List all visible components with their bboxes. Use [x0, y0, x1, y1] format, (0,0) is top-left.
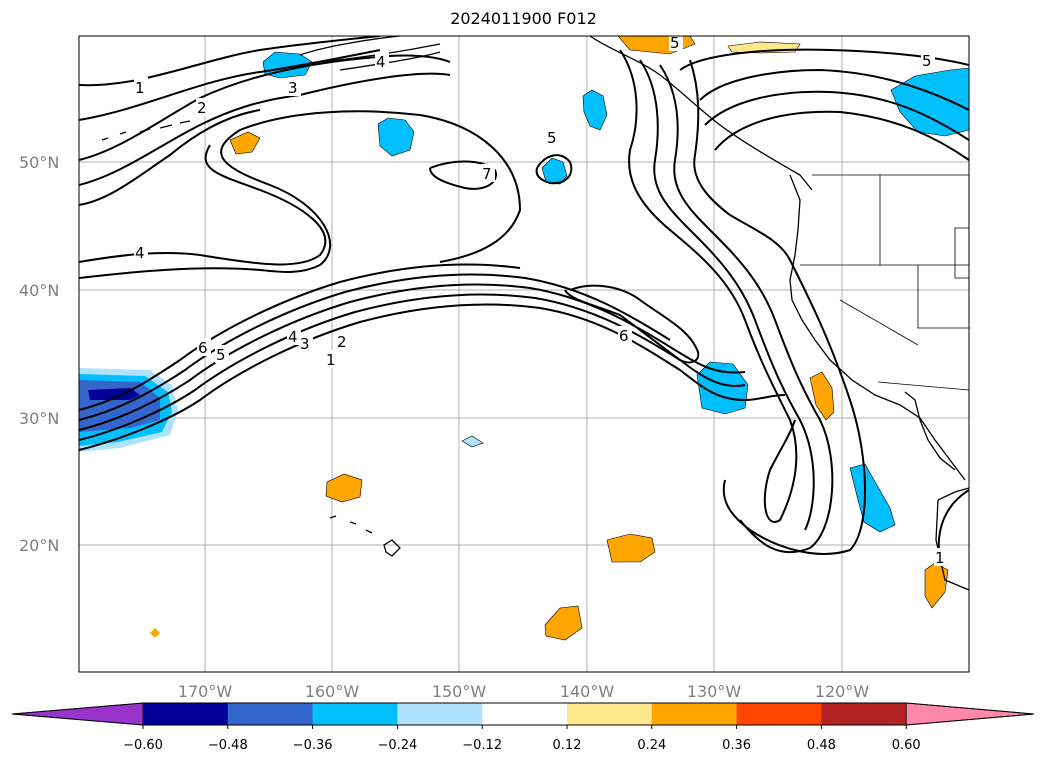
contour-label: 5 — [670, 34, 680, 52]
contour-label: 1 — [326, 351, 336, 369]
colorbar-tick-label: 0.48 — [807, 738, 836, 753]
map-title: 2024011900 F012 — [450, 9, 597, 28]
contour-label: 2 — [197, 99, 207, 117]
colorbar-tick-label: −0.48 — [208, 738, 248, 753]
colorbar-extend-high — [905, 702, 1035, 726]
colorbar-segment — [143, 703, 229, 725]
longitude-labels: 170°W 160°W 150°W 140°W 130°W 120°W — [178, 682, 870, 701]
colorbar-segment — [227, 703, 314, 725]
contour-label: 6 — [198, 339, 208, 357]
contour-label: 5 — [547, 129, 557, 147]
lon-label: 170°W — [178, 682, 233, 701]
lat-label: 50°N — [19, 153, 59, 172]
lat-label: 20°N — [19, 536, 59, 555]
contour-label: 3 — [300, 335, 310, 353]
lon-label: 130°W — [687, 682, 742, 701]
contour-label: 4 — [288, 328, 298, 346]
contour-lines — [79, 36, 969, 561]
colorbar-tick-label: −0.24 — [377, 738, 417, 753]
contour-label: 5 — [922, 52, 932, 70]
colorbar-extend-low — [11, 702, 144, 726]
colorbar-tick-label: 0.12 — [553, 738, 582, 753]
colorbar-segment — [482, 703, 568, 725]
shaded-positive-blobs — [150, 36, 949, 641]
contour-label: 1 — [935, 549, 945, 567]
hawaii-islands — [329, 515, 401, 557]
contour-label: 2 — [337, 333, 347, 351]
contour-label: 7 — [482, 165, 492, 183]
contour-label: 4 — [376, 53, 386, 71]
colorbar-segment — [736, 703, 822, 725]
lon-label: 150°W — [432, 682, 487, 701]
lon-label: 140°W — [560, 682, 615, 701]
colorbar-tick-label: −0.12 — [462, 738, 502, 753]
lat-label: 40°N — [19, 281, 59, 300]
map-frame — [78, 35, 970, 673]
state-borders — [800, 174, 969, 391]
colorbar-segment — [312, 703, 398, 725]
contour-label: 5 — [216, 346, 226, 364]
contour-label: 4 — [135, 244, 145, 262]
contour-label: 3 — [288, 79, 298, 97]
colorbar-tick-label: 0.60 — [892, 738, 921, 753]
colorbar: −0.60 −0.48 −0.36 −0.24 −0.12 0.12 0.24 0.36 0.4… — [11, 702, 1035, 753]
colorbar-segment — [397, 703, 483, 725]
lon-label: 160°W — [305, 682, 360, 701]
latitude-labels: 50°N 40°N 30°N 20°N — [19, 153, 59, 555]
lat-label: 30°N — [19, 409, 59, 428]
contour-label: 6 — [619, 327, 629, 345]
colorbar-segment — [821, 703, 907, 725]
contour-label: 1 — [135, 79, 145, 97]
map-area — [79, 36, 969, 672]
colorbar-tick-label: 0.36 — [722, 738, 751, 753]
colorbar-tick-label: −0.60 — [123, 738, 163, 753]
lon-label: 120°W — [815, 682, 870, 701]
colorbar-segment — [651, 703, 738, 725]
contour-labels: 1 2 3 4 4 5 7 6 5 4 3 2 1 6 — [134, 34, 948, 567]
colorbar-tick-label: −0.36 — [293, 738, 333, 753]
colorbar-tick-label: 0.24 — [637, 738, 666, 753]
colorbar-segment — [567, 703, 653, 725]
